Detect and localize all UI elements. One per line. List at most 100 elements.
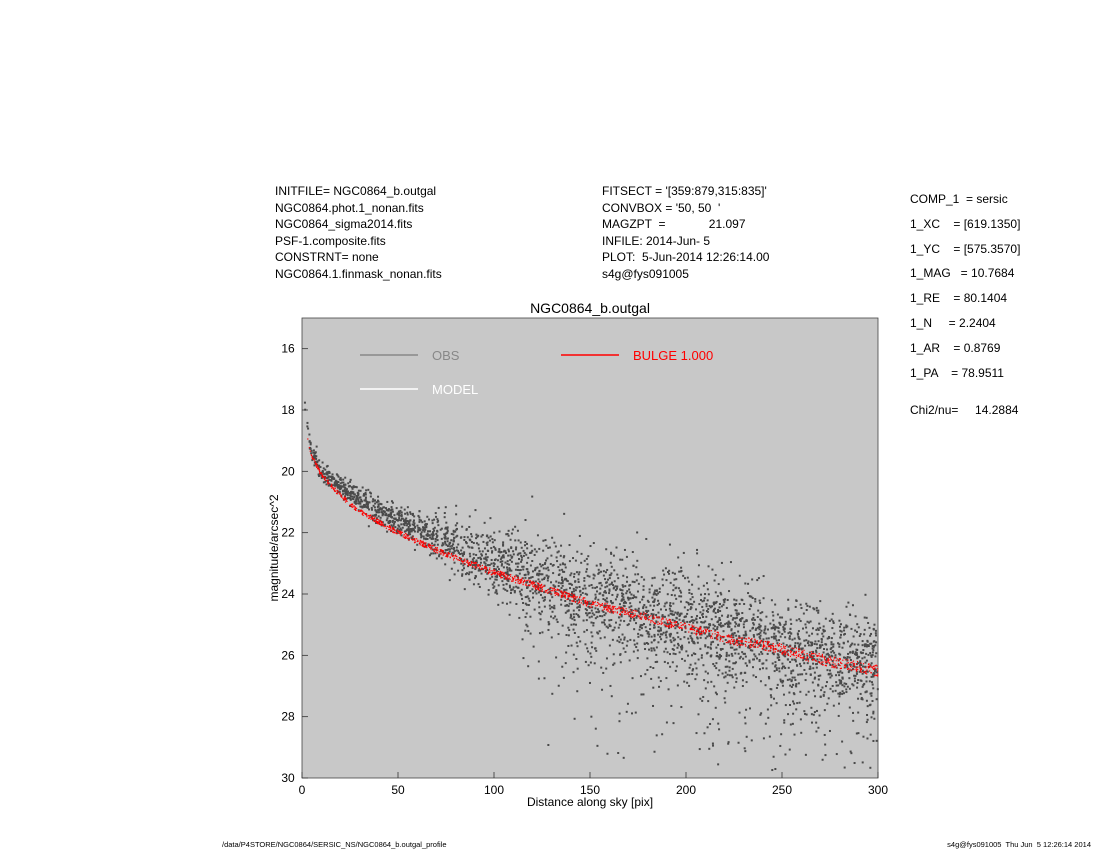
obs-point — [801, 673, 804, 676]
bulge-point — [545, 590, 548, 592]
bulge-point — [458, 557, 461, 559]
bulge-point — [745, 645, 747, 647]
obs-point — [634, 573, 637, 576]
bulge-point — [433, 550, 435, 552]
obs-point — [619, 589, 622, 592]
obs-point — [544, 596, 547, 599]
obs-point — [728, 660, 731, 663]
bulge-point — [463, 560, 465, 562]
obs-point — [325, 472, 328, 475]
obs-point — [441, 544, 444, 547]
bulge-point — [691, 627, 693, 629]
obs-point — [761, 640, 764, 643]
obs-point — [671, 610, 674, 613]
obs-point — [670, 594, 673, 597]
obs-point — [861, 685, 864, 688]
bulge-point — [541, 587, 543, 589]
bulge-point — [652, 621, 655, 623]
obs-point — [592, 542, 595, 545]
obs-point — [482, 540, 485, 543]
obs-point — [718, 606, 721, 609]
bulge-point — [607, 607, 609, 609]
obs-point — [357, 494, 360, 497]
bulge-point — [488, 570, 490, 572]
bulge-point — [460, 558, 462, 560]
obs-point — [642, 605, 645, 608]
obs-point — [433, 518, 436, 521]
obs-point — [534, 590, 537, 593]
obs-point — [726, 665, 729, 668]
bulge-point — [654, 622, 656, 624]
obs-point — [837, 642, 840, 645]
bulge-point — [582, 604, 584, 606]
obs-point — [830, 618, 833, 621]
obs-point — [575, 641, 578, 644]
obs-point — [647, 631, 650, 634]
obs-point — [872, 640, 875, 643]
obs-point — [812, 651, 815, 654]
obs-point — [677, 644, 680, 647]
obs-point — [680, 706, 683, 709]
obs-point — [588, 612, 591, 615]
bulge-point — [580, 602, 582, 604]
obs-point — [569, 616, 572, 619]
obs-point — [690, 606, 693, 609]
bulge-point — [488, 572, 490, 574]
bulge-point — [389, 526, 391, 529]
obs-point — [803, 655, 806, 658]
obs-point — [352, 492, 355, 495]
obs-point — [471, 564, 474, 567]
obs-point — [364, 492, 367, 494]
bulge-point — [778, 643, 781, 645]
bulge-point — [696, 632, 698, 635]
obs-point — [506, 579, 509, 582]
obs-point — [639, 675, 642, 678]
obs-point — [453, 550, 456, 553]
bulge-point — [432, 545, 434, 547]
obs-point — [563, 589, 566, 592]
obs-point — [733, 598, 736, 601]
obs-point — [718, 657, 721, 660]
obs-point — [824, 655, 827, 658]
obs-point — [390, 506, 393, 509]
obs-point — [480, 553, 483, 556]
bulge-point — [755, 642, 757, 644]
obs-point — [346, 494, 349, 497]
obs-point — [436, 534, 439, 537]
obs-point — [377, 500, 380, 503]
obs-point — [527, 665, 530, 668]
obs-point — [307, 427, 310, 430]
obs-point — [608, 619, 611, 622]
obs-point — [538, 612, 541, 615]
obs-point — [770, 599, 773, 602]
obs-point — [400, 523, 403, 526]
bulge-point — [806, 657, 808, 659]
bulge-point — [488, 569, 491, 571]
obs-point — [433, 544, 436, 547]
bulge-point — [380, 523, 382, 526]
bulge-point — [530, 583, 532, 585]
obs-point — [533, 548, 536, 551]
bulge-point — [534, 584, 536, 586]
bulge-point — [837, 660, 839, 662]
obs-point — [734, 625, 737, 628]
obs-point — [523, 574, 526, 577]
obs-point — [379, 502, 382, 505]
obs-point — [309, 443, 312, 446]
obs-point — [484, 565, 487, 568]
obs-point — [671, 648, 674, 651]
obs-point — [752, 634, 755, 637]
obs-point — [691, 583, 694, 586]
obs-point — [418, 527, 421, 530]
obs-point — [803, 662, 806, 665]
bulge-point — [494, 573, 496, 575]
bulge-point — [866, 673, 868, 675]
obs-point — [620, 613, 623, 616]
bulge-point — [576, 596, 578, 598]
obs-point — [437, 506, 440, 509]
obs-point — [649, 623, 652, 626]
bulge-point — [699, 627, 701, 629]
obs-point — [500, 573, 503, 576]
obs-point — [435, 515, 438, 518]
obs-point — [322, 481, 325, 484]
